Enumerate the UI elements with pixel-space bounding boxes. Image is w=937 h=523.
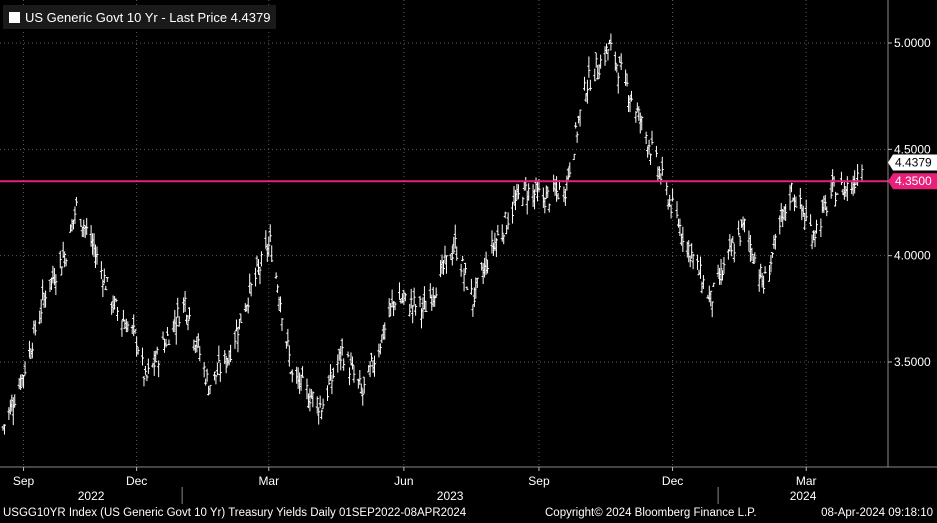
x-month-label: Jun: [394, 474, 413, 488]
footer-timestamp: 08-Apr-2024 09:18:10: [821, 507, 933, 519]
legend-swatch: [9, 11, 20, 23]
reference-line-label: 4.3500: [895, 174, 932, 188]
last-price-tag: [888, 154, 937, 171]
price-chart: 5.0000 4.5000 4.0000 3.5000 4.4379 4.3500 Sep D…: [0, 0, 937, 505]
footer: USGG10YR Index (US Generic Govt 10 Yr) T…: [0, 505, 937, 523]
y-tick-label: 4.5000: [894, 142, 931, 156]
reference-line-tag: [888, 173, 937, 190]
legend-label: US Generic Govt 10 Yr - Last Price 4.437…: [25, 9, 271, 25]
x-month-label: Sep: [528, 474, 550, 488]
y-tick-label: 3.5000: [894, 355, 931, 369]
plot-background: [0, 0, 937, 505]
x-month-label: Dec: [126, 474, 147, 488]
last-price-label: 4.4379: [895, 156, 932, 170]
x-month-label: Sep: [13, 474, 35, 488]
x-year-label: 2023: [437, 489, 464, 503]
y-tick-label: 4.0000: [894, 249, 931, 263]
footer-description: USGG10YR Index (US Generic Govt 10 Yr) T…: [3, 507, 467, 519]
axes: 5.0000 4.5000 4.0000 3.5000 4.4379 4.3500 Sep D…: [0, 0, 937, 504]
x-year-label: 2024: [790, 489, 817, 503]
x-month-label: Dec: [662, 474, 683, 488]
legend: US Generic Govt 10 Yr - Last Price 4.437…: [3, 5, 277, 29]
x-month-label: Mar: [258, 474, 279, 488]
y-tick-label: 5.0000: [894, 36, 931, 50]
footer-copyright: Copyright© 2024 Bloomberg Finance L.P.: [545, 507, 757, 519]
x-year-label: 2022: [78, 489, 105, 503]
x-month-label: Mar: [796, 474, 817, 488]
